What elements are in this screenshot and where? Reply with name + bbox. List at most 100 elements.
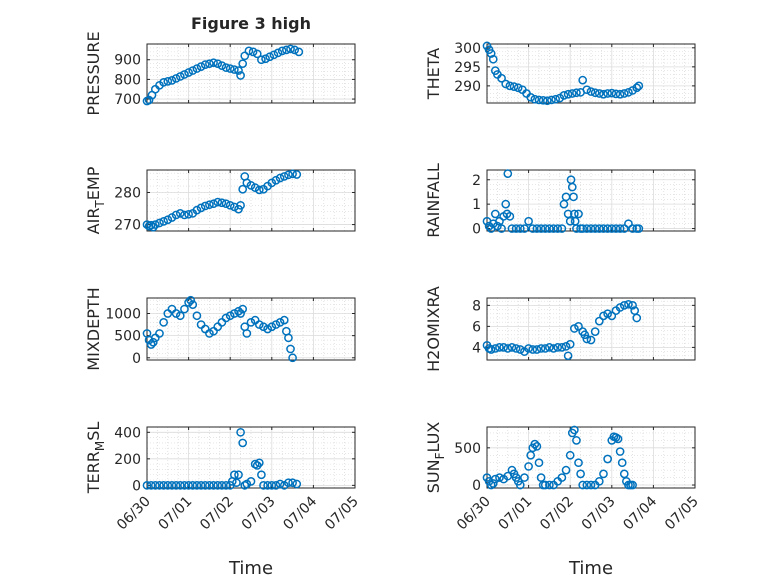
data-point xyxy=(619,469,629,479)
data-point xyxy=(530,439,540,449)
data-point xyxy=(590,88,600,98)
data-point xyxy=(495,473,504,482)
data-point xyxy=(586,335,596,345)
data-point xyxy=(292,479,302,489)
data-point xyxy=(217,61,227,70)
subplot-rainfall: 0 1 2 RAINFALL xyxy=(424,163,696,238)
data-point xyxy=(536,344,546,353)
data-point xyxy=(230,309,239,318)
data-point xyxy=(175,208,185,218)
x-axis-label: Time xyxy=(228,558,273,579)
data-point xyxy=(286,44,295,54)
data-point xyxy=(486,49,496,58)
data-point xyxy=(236,71,245,80)
data-point xyxy=(501,199,511,209)
data-point xyxy=(505,212,515,221)
data-point xyxy=(567,182,577,192)
data-point xyxy=(159,217,168,226)
y-axis-label: RAINFALL xyxy=(424,163,443,238)
data-point xyxy=(488,479,498,488)
data-point xyxy=(557,473,567,482)
data-point xyxy=(234,66,243,75)
data-point xyxy=(578,224,588,233)
y-tick-label: 8 xyxy=(472,298,481,314)
data-point xyxy=(221,313,231,323)
data-point xyxy=(290,45,300,55)
data-point xyxy=(532,345,542,354)
y-tick-label: 295 xyxy=(454,60,481,76)
data-point xyxy=(490,344,500,353)
data-point xyxy=(503,169,513,179)
data-point xyxy=(574,209,583,219)
data-point xyxy=(238,304,248,314)
data-point xyxy=(188,66,198,75)
y-axis-label: H2OMIXRA xyxy=(424,286,443,372)
data-point xyxy=(497,73,506,83)
data-point xyxy=(240,51,250,61)
subplot-airtemp: 270 280 AIRTEMP xyxy=(84,166,356,234)
data-point xyxy=(292,170,302,179)
data-point xyxy=(234,306,243,316)
data-point xyxy=(244,46,254,56)
y-tick-label: 270 xyxy=(114,218,141,234)
data-point xyxy=(150,220,160,229)
data-point xyxy=(238,59,248,69)
y-tick-label: 800 xyxy=(114,72,141,88)
data-point xyxy=(188,480,198,490)
data-point xyxy=(528,345,538,354)
data-point xyxy=(553,343,563,352)
data-point xyxy=(599,311,608,321)
data-point xyxy=(572,88,581,98)
data-point xyxy=(538,95,548,105)
data-point xyxy=(175,72,185,81)
data-point xyxy=(532,224,542,233)
data-point xyxy=(163,480,173,490)
data-point xyxy=(155,480,164,490)
data-point xyxy=(611,224,621,233)
data-point xyxy=(248,47,258,57)
data-point xyxy=(634,224,644,233)
data-point xyxy=(580,330,590,340)
data-point xyxy=(267,480,277,490)
data-point xyxy=(192,205,202,215)
data-point xyxy=(599,89,608,99)
data-point xyxy=(286,344,295,354)
data-point xyxy=(624,299,633,309)
data-point xyxy=(524,216,533,226)
data-point xyxy=(557,343,567,352)
data-point xyxy=(545,480,554,490)
y-tick-label: 0 xyxy=(132,351,141,367)
data-point xyxy=(574,322,583,331)
axes-box xyxy=(486,43,696,104)
data-point xyxy=(171,309,181,318)
data-point xyxy=(615,303,625,312)
data-point xyxy=(507,224,517,233)
data-point xyxy=(570,324,579,333)
y-axis-label: AIRTEMP xyxy=(84,166,107,234)
data-point xyxy=(603,454,612,464)
axes-box xyxy=(146,297,356,361)
data-point xyxy=(171,480,181,490)
data-point xyxy=(217,480,227,490)
data-point xyxy=(221,199,231,209)
data-point xyxy=(267,322,277,332)
data-point xyxy=(200,60,210,70)
data-point xyxy=(279,172,289,181)
data-point xyxy=(565,339,575,349)
subplot-h2omixra: 4 6 8 H2OMIXRA xyxy=(424,286,696,372)
y-tick-label: 200 xyxy=(114,452,141,468)
data-point xyxy=(599,224,608,233)
data-point xyxy=(167,76,177,85)
data-point xyxy=(186,295,196,305)
data-point xyxy=(271,320,281,329)
data-point xyxy=(213,480,223,490)
data-point xyxy=(590,224,600,233)
data-point xyxy=(515,480,525,490)
data-point xyxy=(269,50,279,60)
y-tick-label: 1000 xyxy=(105,307,141,323)
data-point xyxy=(565,216,575,226)
data-point xyxy=(582,224,592,233)
data-point xyxy=(282,45,291,55)
